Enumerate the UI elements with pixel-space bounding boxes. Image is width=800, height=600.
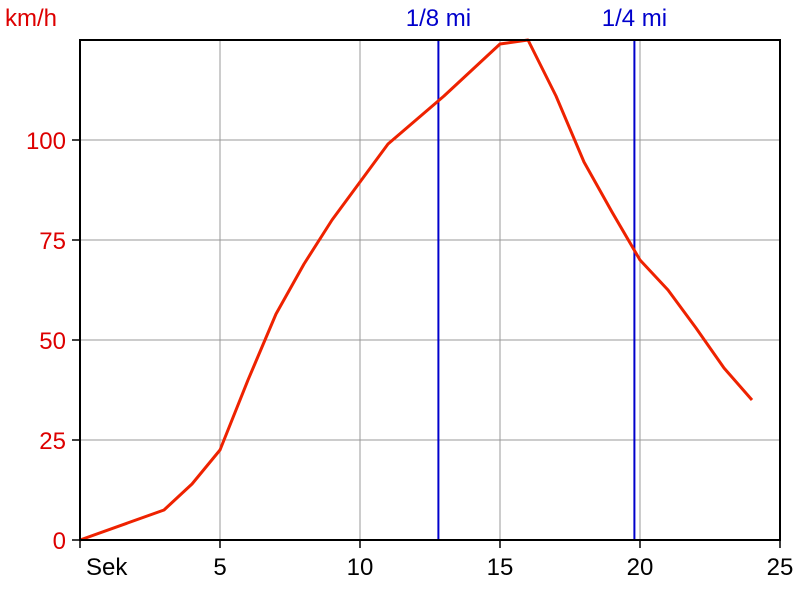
x-tick-label: 15 <box>487 554 514 581</box>
y-tick-label: 25 <box>39 428 66 455</box>
axis-ticks <box>72 139 781 548</box>
x-tick-labels: 5 10 15 20 25 <box>213 554 793 581</box>
y-tick-labels: 0 25 50 75 100 <box>26 128 66 555</box>
x-tick-label: 10 <box>347 554 374 581</box>
x-tick-label: 5 <box>213 554 226 581</box>
y-tick-label: 50 <box>39 328 66 355</box>
x-axis-label: Sek <box>86 554 128 581</box>
grid <box>80 40 780 540</box>
y-axis-unit-label: km/h <box>5 5 57 32</box>
distance-markers <box>437 40 636 540</box>
plot-frame <box>79 39 781 541</box>
distance-marker-label: 1/8 mi <box>406 5 471 32</box>
x-tick-label: 20 <box>627 554 654 581</box>
marker-labels: 1/8 mi 1/4 mi <box>406 5 667 32</box>
x-tick-label: 25 <box>767 554 794 581</box>
speed-line <box>79 38 754 542</box>
y-tick-label: 75 <box>39 228 66 255</box>
speed-series <box>79 38 754 542</box>
y-tick-label: 0 <box>53 528 66 555</box>
distance-marker-label: 1/4 mi <box>602 5 667 32</box>
y-tick-label: 100 <box>26 128 66 155</box>
